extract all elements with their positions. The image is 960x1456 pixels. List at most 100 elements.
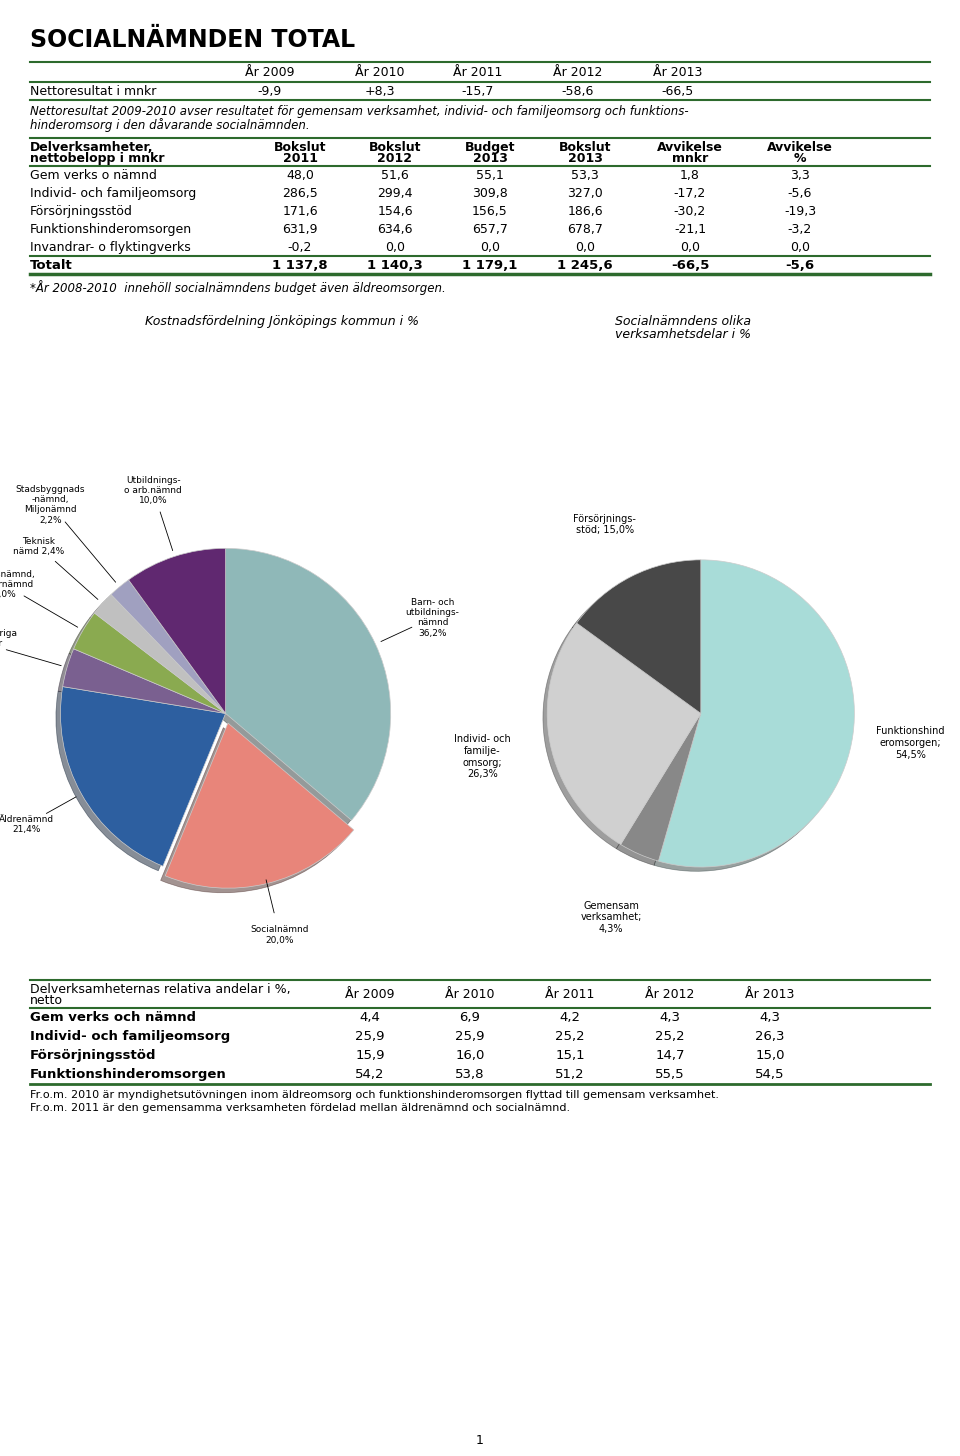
Text: 54,5: 54,5	[756, 1069, 784, 1080]
Text: hinderomsorg i den dåvarande socialnämnden.: hinderomsorg i den dåvarande socialnämnd…	[30, 118, 310, 132]
Text: 2011: 2011	[282, 151, 318, 165]
Text: SOCIALNÄMNDEN TOTAL: SOCIALNÄMNDEN TOTAL	[30, 28, 355, 52]
Text: 15,1: 15,1	[555, 1048, 585, 1061]
Text: 327,0: 327,0	[567, 186, 603, 199]
Text: Försörjningsstöd: Försörjningsstöd	[30, 205, 132, 218]
Text: netto: netto	[30, 994, 63, 1008]
Text: År 2009: År 2009	[346, 989, 395, 1002]
Text: -30,2: -30,2	[674, 205, 707, 218]
Text: Utbildnings-
o arb.nämnd
10,0%: Utbildnings- o arb.nämnd 10,0%	[124, 476, 182, 505]
Text: Bokslut: Bokslut	[274, 141, 326, 154]
Text: 25,2: 25,2	[655, 1029, 684, 1042]
Text: 286,5: 286,5	[282, 186, 318, 199]
Text: Avvikelse: Avvikelse	[657, 141, 723, 154]
Text: Delverksamheter,: Delverksamheter,	[30, 141, 154, 154]
Text: Bokslut: Bokslut	[369, 141, 421, 154]
Text: Fr.o.m. 2011 är den gemensamma verksamheten fördelad mellan äldrenämnd och socia: Fr.o.m. 2011 är den gemensamma verksamhe…	[30, 1104, 570, 1112]
Text: Nettoresultat i mnkr: Nettoresultat i mnkr	[30, 84, 156, 98]
Text: 0,0: 0,0	[385, 242, 405, 253]
Text: Totalt: Totalt	[30, 259, 73, 272]
Text: 2013: 2013	[472, 151, 508, 165]
Text: 53,8: 53,8	[455, 1069, 485, 1080]
Text: Nettoresultat 2009-2010 avser resultatet för gemensam verksamhet, individ- och f: Nettoresultat 2009-2010 avser resultatet…	[30, 105, 688, 118]
Text: 1 245,6: 1 245,6	[557, 259, 612, 272]
Text: Avvikelse: Avvikelse	[767, 141, 833, 154]
Text: 4,3: 4,3	[660, 1010, 681, 1024]
Wedge shape	[111, 579, 226, 713]
Text: -21,1: -21,1	[674, 223, 706, 236]
Text: 2013: 2013	[567, 151, 603, 165]
Text: Funktionshind
eromsorgen;
54,5%: Funktionshind eromsorgen; 54,5%	[876, 727, 945, 760]
Text: År 2011: År 2011	[453, 66, 503, 79]
Wedge shape	[226, 549, 391, 820]
Text: Fritidsnämnd,
Kulturnämnd
4,0%: Fritidsnämnd, Kulturnämnd 4,0%	[0, 569, 36, 600]
Text: 186,6: 186,6	[567, 205, 603, 218]
Text: 309,8: 309,8	[472, 186, 508, 199]
Wedge shape	[129, 549, 226, 713]
Text: 634,6: 634,6	[377, 223, 413, 236]
Text: -66,5: -66,5	[661, 84, 694, 98]
Text: 51,2: 51,2	[555, 1069, 585, 1080]
Text: 1,8: 1,8	[680, 169, 700, 182]
Text: År 2013: År 2013	[654, 66, 703, 79]
Text: -15,7: -15,7	[462, 84, 494, 98]
Text: 4,2: 4,2	[560, 1010, 581, 1024]
Text: Individ- och familjeomsorg: Individ- och familjeomsorg	[30, 1029, 230, 1042]
Text: -9,9: -9,9	[258, 84, 282, 98]
Text: 55,5: 55,5	[655, 1069, 684, 1080]
Text: Individ- och
familje-
omsorg;
26,3%: Individ- och familje- omsorg; 26,3%	[454, 734, 511, 779]
Text: Fr.o.m. 2010 är myndighetsutövningen inom äldreomsorg och funktionshinderomsorge: Fr.o.m. 2010 är myndighetsutövningen ino…	[30, 1091, 719, 1099]
Text: År 2010: År 2010	[445, 989, 494, 1002]
Text: Gem verks och nämnd: Gem verks och nämnd	[30, 1010, 196, 1024]
Text: 55,1: 55,1	[476, 169, 504, 182]
Text: -66,5: -66,5	[671, 259, 709, 272]
Text: År 2010: År 2010	[355, 66, 405, 79]
Text: Funktionshinderomsorgen: Funktionshinderomsorgen	[30, 1069, 227, 1080]
Text: +8,3: +8,3	[365, 84, 396, 98]
Text: Socialnämnd
20,0%: Socialnämnd 20,0%	[251, 925, 309, 945]
Wedge shape	[74, 613, 226, 713]
Text: Barn- och
utbildnings-
nämnd
36,2%: Barn- och utbildnings- nämnd 36,2%	[405, 597, 459, 638]
Wedge shape	[165, 724, 354, 888]
Wedge shape	[577, 561, 701, 713]
Text: 171,6: 171,6	[282, 205, 318, 218]
Text: nettobelopp i mnkr: nettobelopp i mnkr	[30, 151, 164, 165]
Text: mnkr: mnkr	[672, 151, 708, 165]
Text: 1 179,1: 1 179,1	[463, 259, 517, 272]
Text: 631,9: 631,9	[282, 223, 318, 236]
Text: Socialnämndens olika: Socialnämndens olika	[615, 314, 751, 328]
Text: 154,6: 154,6	[377, 205, 413, 218]
Text: -3,2: -3,2	[788, 223, 812, 236]
Text: År 2013: År 2013	[745, 989, 795, 1002]
Text: *År 2008-2010  innehöll socialnämndens budget även äldreomsorgen.: *År 2008-2010 innehöll socialnämndens bu…	[30, 280, 445, 296]
Text: Äldrenämnd
21,4%: Äldrenämnd 21,4%	[0, 815, 54, 834]
Text: År 2012: År 2012	[645, 989, 695, 1002]
Text: 2012: 2012	[377, 151, 413, 165]
Text: -19,3: -19,3	[784, 205, 816, 218]
Text: 657,7: 657,7	[472, 223, 508, 236]
Text: -58,6: -58,6	[562, 84, 594, 98]
Wedge shape	[62, 649, 226, 713]
Text: Budget: Budget	[465, 141, 516, 154]
Text: -5,6: -5,6	[788, 186, 812, 199]
Text: År 2009: År 2009	[245, 66, 295, 79]
Wedge shape	[547, 623, 701, 844]
Text: 0,0: 0,0	[575, 242, 595, 253]
Text: Ks, Kf o övriga
nämder
3,8%: Ks, Kf o övriga nämder 3,8%	[0, 629, 17, 658]
Text: År 2011: År 2011	[545, 989, 594, 1002]
Text: -0,2: -0,2	[288, 242, 312, 253]
Text: 25,9: 25,9	[355, 1029, 385, 1042]
Text: verksamhetsdelar i %: verksamhetsdelar i %	[615, 328, 751, 341]
Text: Individ- och familjeomsorg: Individ- och familjeomsorg	[30, 186, 196, 199]
Text: 25,2: 25,2	[555, 1029, 585, 1042]
Text: 25,9: 25,9	[455, 1029, 485, 1042]
Text: 48,0: 48,0	[286, 169, 314, 182]
Text: 54,2: 54,2	[355, 1069, 385, 1080]
Wedge shape	[620, 713, 701, 860]
Text: 0,0: 0,0	[480, 242, 500, 253]
Text: 16,0: 16,0	[455, 1048, 485, 1061]
Text: Invandrar- o flyktingverks: Invandrar- o flyktingverks	[30, 242, 191, 253]
Text: 4,3: 4,3	[759, 1010, 780, 1024]
Text: År 2012: År 2012	[553, 66, 603, 79]
Text: -5,6: -5,6	[785, 259, 815, 272]
